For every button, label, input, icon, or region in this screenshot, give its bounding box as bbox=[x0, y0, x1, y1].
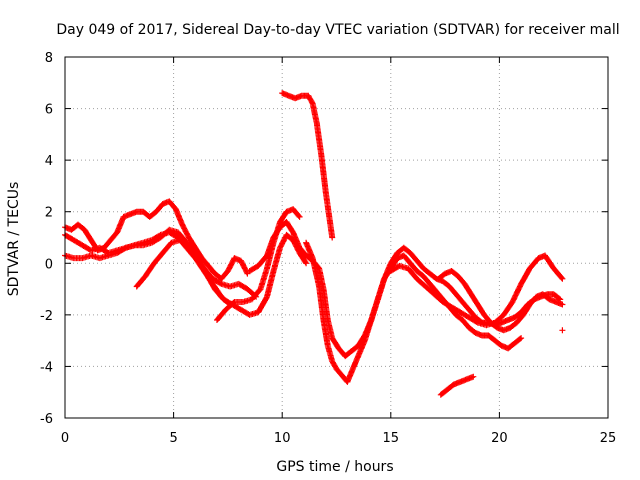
x-tick-label: 10 bbox=[274, 431, 291, 446]
y-tick-label: 8 bbox=[45, 51, 53, 66]
series-arc-7 bbox=[279, 90, 336, 241]
x-tick-label: 25 bbox=[600, 431, 617, 446]
x-tick-label: 0 bbox=[61, 431, 69, 446]
series-arc-4 bbox=[133, 231, 310, 318]
ticks: 0 5 10 15 20 25 -6 -4 -2 0 2 4 6 8 bbox=[40, 51, 616, 446]
y-tick-label: 4 bbox=[45, 154, 53, 169]
series-markers bbox=[387, 252, 566, 329]
y-axis-label: SDTVAR / TECUs bbox=[6, 182, 22, 297]
series-markers bbox=[279, 90, 336, 241]
y-tick-label: 6 bbox=[45, 103, 53, 118]
x-axis-label: GPS time / hours bbox=[276, 459, 393, 475]
series-markers bbox=[133, 231, 310, 318]
y-tick-label: -2 bbox=[40, 309, 53, 324]
series-markers bbox=[559, 327, 566, 334]
plot-frame bbox=[64, 56, 609, 419]
y-tick-label: 2 bbox=[45, 206, 53, 221]
series-arc-9 bbox=[387, 252, 566, 329]
data-points bbox=[62, 90, 566, 398]
y-tick-label: -4 bbox=[40, 360, 53, 375]
y-tick-label: -6 bbox=[40, 412, 53, 427]
series-markers bbox=[435, 268, 566, 334]
x-tick-label: 20 bbox=[491, 431, 508, 446]
chart-title: Day 049 of 2017, Sidereal Day-to-day VTE… bbox=[56, 22, 619, 38]
series-arc-11 bbox=[437, 373, 477, 398]
series-markers bbox=[437, 373, 477, 398]
x-tick-label: 15 bbox=[383, 431, 400, 446]
y-tick-label: 0 bbox=[45, 257, 53, 272]
series-arc-12 bbox=[559, 327, 566, 334]
x-tick-label: 5 bbox=[169, 431, 177, 446]
series-arc-10 bbox=[435, 268, 566, 334]
